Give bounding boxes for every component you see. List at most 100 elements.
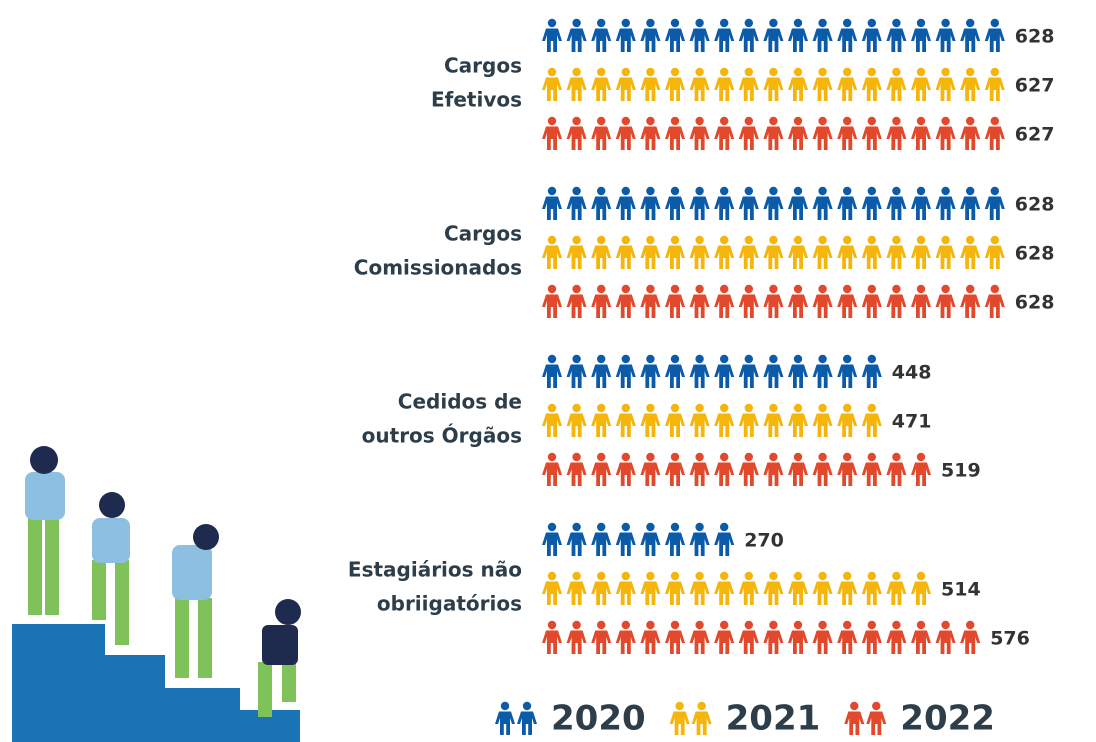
person-icon: [714, 18, 735, 52]
person-icon: [615, 354, 636, 388]
person-icon: [935, 284, 956, 318]
person-icon: [861, 571, 882, 605]
person-icon: [812, 354, 833, 388]
person-icon: [542, 571, 562, 605]
person-icon: [911, 116, 931, 150]
person-icon: [665, 116, 685, 150]
icon-row: [542, 354, 882, 388]
icon-row: [542, 452, 931, 486]
person-icon: [640, 235, 661, 269]
person-icon: [665, 403, 685, 437]
person-icon: [714, 452, 735, 486]
person-icon: [812, 403, 833, 437]
person-icon: [542, 354, 562, 388]
value-label: 576: [990, 628, 1030, 650]
category-label: Cedidos de: [398, 390, 522, 414]
category-label: Efetivos: [431, 88, 522, 112]
person-icon: [960, 18, 981, 52]
person-icon: [689, 620, 710, 654]
value-label: 448: [892, 362, 932, 384]
person-icon: [591, 186, 612, 220]
person-icon: [542, 403, 562, 437]
category-label: Cargos: [444, 222, 522, 246]
value-label: 628: [1015, 194, 1055, 216]
person-icon: [689, 116, 710, 150]
person-icon: [837, 116, 858, 150]
person-icon: [665, 620, 685, 654]
person-icon: [542, 284, 562, 318]
person-icon: [866, 701, 887, 735]
person-icon: [640, 186, 661, 220]
person-icon: [960, 235, 981, 269]
person-icon: [591, 67, 612, 101]
person-icon: [788, 18, 808, 52]
person-icon: [763, 67, 784, 101]
person-icon: [640, 116, 661, 150]
person-icon: [861, 452, 882, 486]
person-icon: [640, 452, 661, 486]
person-icon: [591, 18, 612, 52]
person-icon: [960, 186, 981, 220]
person-icon: [640, 354, 661, 388]
person-icon: [714, 403, 735, 437]
icon-row: [542, 284, 1005, 318]
value-label: 270: [744, 530, 784, 552]
icon-row: [542, 522, 735, 556]
person-icon: [566, 354, 587, 388]
person-icon: [591, 116, 612, 150]
person-icon: [738, 186, 759, 220]
person-icon: [640, 67, 661, 101]
person-icon: [788, 620, 808, 654]
person-icon: [788, 186, 808, 220]
person-icon: [788, 403, 808, 437]
value-label: 627: [1015, 124, 1055, 146]
person-icon: [788, 67, 808, 101]
person-icon: [714, 116, 735, 150]
person-icon: [960, 620, 981, 654]
person-icon: [984, 116, 1005, 150]
person-icon: [542, 116, 562, 150]
person-icon: [566, 284, 587, 318]
legend-icons: [844, 701, 887, 735]
person-icon: [542, 235, 562, 269]
person-icon: [886, 18, 907, 52]
person-icon: [566, 620, 587, 654]
person-icon: [665, 354, 685, 388]
person-icon: [615, 284, 636, 318]
person-icon: [763, 18, 784, 52]
person-icon: [886, 620, 907, 654]
person-icon: [960, 284, 981, 318]
person-icon: [591, 522, 612, 556]
person-icon: [886, 284, 907, 318]
person-icon: [689, 403, 710, 437]
person-icon: [886, 67, 907, 101]
person-icon: [714, 67, 735, 101]
person-icon: [886, 235, 907, 269]
value-label: 471: [892, 411, 932, 433]
person-icon: [984, 186, 1005, 220]
illustration: [12, 446, 301, 742]
person-icon: [788, 354, 808, 388]
person-icon: [844, 701, 865, 735]
person-icon: [911, 67, 931, 101]
person-icon: [689, 18, 710, 52]
icon-row: [542, 403, 882, 437]
person-icon: [911, 452, 931, 486]
person-icon: [738, 452, 759, 486]
person-icon: [935, 235, 956, 269]
person-icon: [615, 522, 636, 556]
person-icon: [665, 284, 685, 318]
person-icon: [640, 284, 661, 318]
person-icon: [763, 186, 784, 220]
person-icon: [615, 116, 636, 150]
person-icon: [911, 18, 931, 52]
person-icon: [960, 116, 981, 150]
person-icon: [691, 701, 712, 735]
person-icon: [542, 620, 562, 654]
person-icon: [837, 571, 858, 605]
person-icon: [788, 571, 808, 605]
value-label: 628: [1015, 26, 1055, 48]
person-icon: [566, 571, 587, 605]
person-icon: [861, 18, 882, 52]
